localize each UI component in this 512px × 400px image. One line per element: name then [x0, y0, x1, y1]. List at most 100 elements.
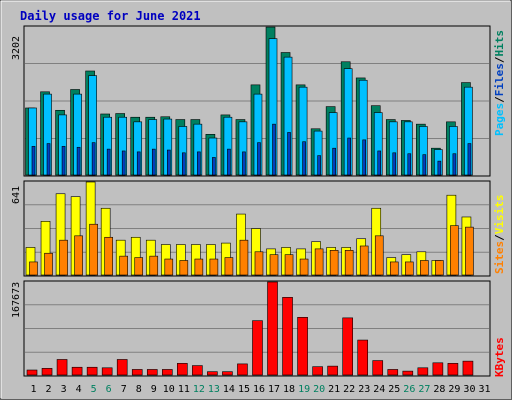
bar-pages-day-14	[227, 148, 231, 176]
x-tick-day-2: 2	[46, 384, 52, 395]
bar-sites-day-14	[224, 257, 234, 276]
bar-kbytes-day-12	[192, 365, 203, 376]
bar-sites-day-9	[149, 255, 159, 276]
bar-pages-day-30	[467, 143, 472, 176]
bar-kbytes-day-30	[462, 360, 474, 376]
bar-pages-day-25	[392, 152, 397, 176]
bar-sites-day-20	[314, 248, 324, 276]
x-tick-day-5: 5	[91, 384, 97, 395]
bar-kbytes-day-25	[387, 369, 399, 376]
x-tick-day-10: 10	[163, 384, 175, 395]
bar-sites-day-24	[374, 235, 384, 276]
x-tick-day-17: 17	[268, 384, 280, 395]
bar-kbytes-day-16	[252, 320, 263, 376]
bar-kbytes-day-9	[146, 369, 158, 376]
bar-pages-day-23	[362, 139, 367, 176]
legend-files: Files	[493, 63, 506, 96]
bar-pages-day-5	[91, 142, 96, 176]
bar-sites-day-5	[89, 223, 98, 276]
bar-sites-day-17	[269, 254, 279, 276]
x-tick-day-22: 22	[343, 384, 355, 395]
bar-sites-day-21	[329, 250, 339, 276]
bar-sites-day-1	[29, 261, 38, 276]
x-tick-day-1: 1	[31, 384, 37, 395]
bars	[25, 26, 474, 376]
bar-pages-day-10	[166, 149, 171, 176]
x-tick-day-8: 8	[136, 384, 142, 395]
bar-kbytes-day-27	[417, 367, 429, 376]
bar-kbytes-day-1	[26, 369, 38, 376]
bar-pages-day-16	[257, 142, 261, 176]
bar-kbytes-day-5	[86, 366, 98, 376]
bar-pages-day-15	[242, 151, 246, 176]
bar-pages-day-26	[407, 153, 412, 176]
bar-sites-day-3	[59, 239, 68, 276]
bar-kbytes-day-4	[71, 366, 83, 376]
bar-kbytes-day-29	[447, 363, 459, 376]
bar-kbytes-day-13	[207, 371, 218, 376]
bar-pages-day-28	[437, 160, 442, 176]
y-max-label-hits: 3202	[11, 36, 22, 60]
bar-pages-day-12	[197, 151, 201, 176]
bar-kbytes-day-7	[116, 359, 128, 376]
legend-hits: Hits	[493, 30, 506, 57]
bar-sites-day-22	[344, 250, 354, 276]
bar-kbytes-day-20	[312, 366, 323, 376]
legend-kbytes: KBytes	[493, 337, 506, 377]
bar-pages-day-19	[302, 141, 306, 176]
bar-sites-day-8	[134, 257, 144, 276]
x-tick-day-18: 18	[283, 384, 295, 395]
legend-top: Pages/Files/Hits	[493, 30, 506, 136]
y-max-label-visits: 641	[11, 186, 22, 204]
x-tick-day-29: 29	[448, 384, 460, 395]
x-tick-day-3: 3	[61, 384, 67, 395]
bar-pages-day-18	[287, 132, 291, 176]
bar-sites-day-13	[209, 258, 219, 276]
legend-middle: Sites/Visits	[493, 195, 506, 275]
legend-sep-1: /	[493, 96, 506, 103]
bar-pages-day-2	[46, 143, 51, 176]
x-tick-day-4: 4	[76, 384, 82, 395]
x-tick-day-6: 6	[106, 384, 112, 395]
bar-sites-day-23	[359, 245, 369, 276]
bar-kbytes-day-15	[237, 363, 248, 376]
bar-sites-day-30	[465, 226, 474, 276]
bar-sites-day-4	[74, 235, 83, 276]
bar-pages-day-3	[61, 146, 66, 176]
x-tick-day-30: 30	[463, 384, 475, 395]
bar-pages-day-21	[332, 147, 336, 176]
chart-title: Daily usage for June 2021	[20, 9, 201, 23]
y-max-label-kbytes: 167673	[11, 282, 22, 318]
bar-pages-day-6	[106, 148, 111, 176]
bar-kbytes-day-24	[372, 360, 384, 376]
bar-pages-day-24	[377, 150, 382, 176]
x-tick-labels: 1 2 3 4 5 6 7 8 9 10 11 12 13 14 15 16 17 18 19 20 21 22 23 24 2…	[31, 384, 491, 395]
x-tick-day-19: 19	[298, 384, 310, 395]
bar-sites-day-27	[420, 260, 429, 276]
x-tick-day-25: 25	[388, 384, 400, 395]
bar-sites-day-10	[164, 258, 174, 276]
bar-kbytes-day-6	[101, 367, 113, 376]
bar-kbytes-day-3	[56, 359, 68, 376]
bar-sites-day-15	[239, 239, 249, 276]
legend-pages: Pages	[493, 103, 506, 136]
x-tick-day-15: 15	[238, 384, 250, 395]
x-tick-day-27: 27	[418, 384, 430, 395]
x-tick-day-21: 21	[328, 384, 340, 395]
bar-pages-day-29	[452, 153, 457, 176]
bar-pages-day-7	[121, 150, 126, 176]
bar-kbytes-day-2	[41, 368, 53, 376]
bar-sites-day-18	[284, 254, 294, 276]
x-tick-day-24: 24	[373, 384, 385, 395]
x-tick-day-28: 28	[433, 384, 445, 395]
legend-sep-3: /	[493, 234, 506, 241]
x-tick-day-11: 11	[178, 384, 190, 395]
bar-kbytes-day-8	[131, 369, 143, 376]
bar-kbytes-day-26	[402, 370, 414, 376]
bar-kbytes-day-11	[177, 363, 188, 376]
bar-sites-day-12	[194, 258, 204, 276]
x-tick-day-12: 12	[193, 384, 205, 395]
bar-pages-day-9	[151, 148, 156, 176]
legend-sites: Sites	[493, 241, 506, 274]
